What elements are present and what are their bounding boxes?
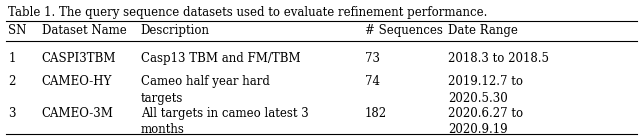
Text: 182: 182 xyxy=(365,107,387,120)
Text: CAMEO-HY: CAMEO-HY xyxy=(42,75,112,88)
Text: SN: SN xyxy=(8,24,27,37)
Text: 73: 73 xyxy=(365,52,380,65)
Text: Cameo half year hard
targets: Cameo half year hard targets xyxy=(141,75,269,105)
Text: 2019.12.7 to
2020.5.30: 2019.12.7 to 2020.5.30 xyxy=(448,75,523,105)
Text: Description: Description xyxy=(141,24,210,37)
Text: 3: 3 xyxy=(8,107,16,120)
Text: Casp13 TBM and FM/TBM: Casp13 TBM and FM/TBM xyxy=(141,52,300,65)
Text: Date Range: Date Range xyxy=(448,24,518,37)
Text: CAMEO-3M: CAMEO-3M xyxy=(42,107,113,120)
Text: 2018.3 to 2018.5: 2018.3 to 2018.5 xyxy=(448,52,549,65)
Text: 2: 2 xyxy=(8,75,16,88)
Text: # Sequences: # Sequences xyxy=(365,24,443,37)
Text: Table 1. The query sequence datasets used to evaluate refinement performance.: Table 1. The query sequence datasets use… xyxy=(8,6,488,19)
Text: 1: 1 xyxy=(8,52,16,65)
Text: 74: 74 xyxy=(365,75,380,88)
Text: All targets in cameo latest 3
months: All targets in cameo latest 3 months xyxy=(141,107,308,136)
Text: CASPI3TBM: CASPI3TBM xyxy=(42,52,116,65)
Text: 2020.6.27 to
2020.9.19: 2020.6.27 to 2020.9.19 xyxy=(448,107,523,136)
Text: Dataset Name: Dataset Name xyxy=(42,24,126,37)
